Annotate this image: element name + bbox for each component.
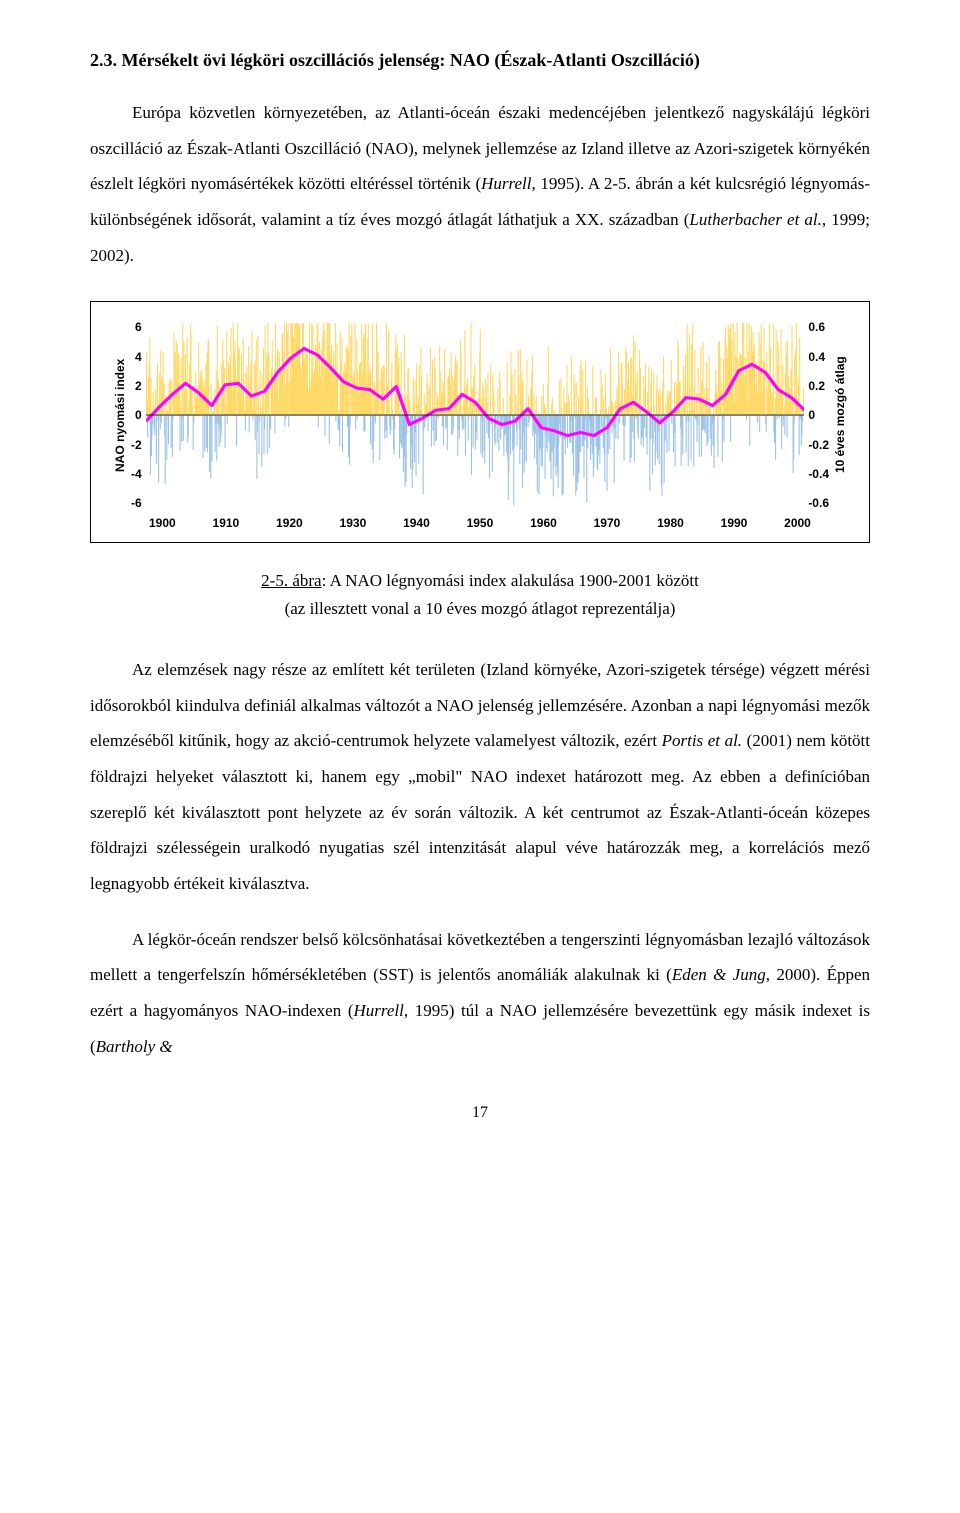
ytick-left: -2 [131,438,142,452]
paragraph-2: Az elemzések nagy része az említett két … [90,652,870,902]
ytick-left: -6 [131,496,142,510]
y-ticks-left: 6 4 2 0 -2 -4 -6 [127,320,146,510]
xtick: 1910 [213,516,240,530]
ytick-left: -4 [131,467,142,481]
paragraph-1: Európa közvetlen környezetében, az Atlan… [90,95,870,273]
xtick: 1940 [403,516,430,530]
citation-lutherbacher: Lutherbacher et al. [689,210,822,229]
section-heading: 2.3. Mérsékelt övi légköri oszcillációs … [90,50,870,71]
ytick-right: 0 [808,408,829,422]
nao-chart: NAO nyomási index 6 4 2 0 -2 -4 -6 0.6 0… [90,301,870,543]
ytick-left: 0 [131,408,142,422]
figure-caption-a: : A NAO légnyomási index alakulása 1900-… [322,571,699,590]
citation-bartholy: Bartholy & [96,1037,173,1056]
para2-text-b: (2001) nem kötött földrajzi helyeket vál… [90,731,870,893]
xtick: 1950 [467,516,494,530]
ytick-right: 0.2 [808,379,829,393]
y-ticks-right: 0.6 0.4 0.2 0 -0.2 -0.4 -0.6 [804,320,833,510]
xtick: 1930 [340,516,367,530]
page-number: 17 [90,1104,870,1122]
paragraph-3: A légkör-óceán rendszer belső kölcsönhat… [90,922,870,1065]
citation-hurrell: Hurrell [481,174,531,193]
ytick-right: 0.6 [808,320,829,334]
figure-caption-b: (az illesztett vonal a 10 éves mozgó átl… [285,599,676,618]
x-ticks: 1900 1910 1920 1930 1940 1950 1960 1970 … [109,516,851,530]
y-axis-label-left: NAO nyomási index [109,320,127,510]
ytick-left: 2 [131,379,142,393]
xtick: 1900 [149,516,176,530]
citation-hurrell-2: Hurrell [353,1001,403,1020]
xtick: 1990 [721,516,748,530]
ytick-right: -0.6 [808,496,829,510]
plot-area [146,320,805,510]
xtick: 1920 [276,516,303,530]
citation-portis: Portis et al. [662,731,742,750]
xtick: 1980 [657,516,684,530]
ytick-right: 0.4 [808,350,829,364]
figure-label: 2-5. ábra [261,571,321,590]
y-axis-label-right: 10 éves mozgó átlag [833,320,851,510]
citation-eden: Eden & Jung [672,965,766,984]
ytick-right: -0.2 [808,438,829,452]
ytick-right: -0.4 [808,467,829,481]
ytick-left: 4 [131,350,142,364]
xtick: 1960 [530,516,557,530]
figure-caption: 2-5. ábra: A NAO légnyomási index alakul… [90,567,870,621]
ytick-left: 6 [131,320,142,334]
xtick: 1970 [594,516,621,530]
xtick: 2000 [784,516,811,530]
